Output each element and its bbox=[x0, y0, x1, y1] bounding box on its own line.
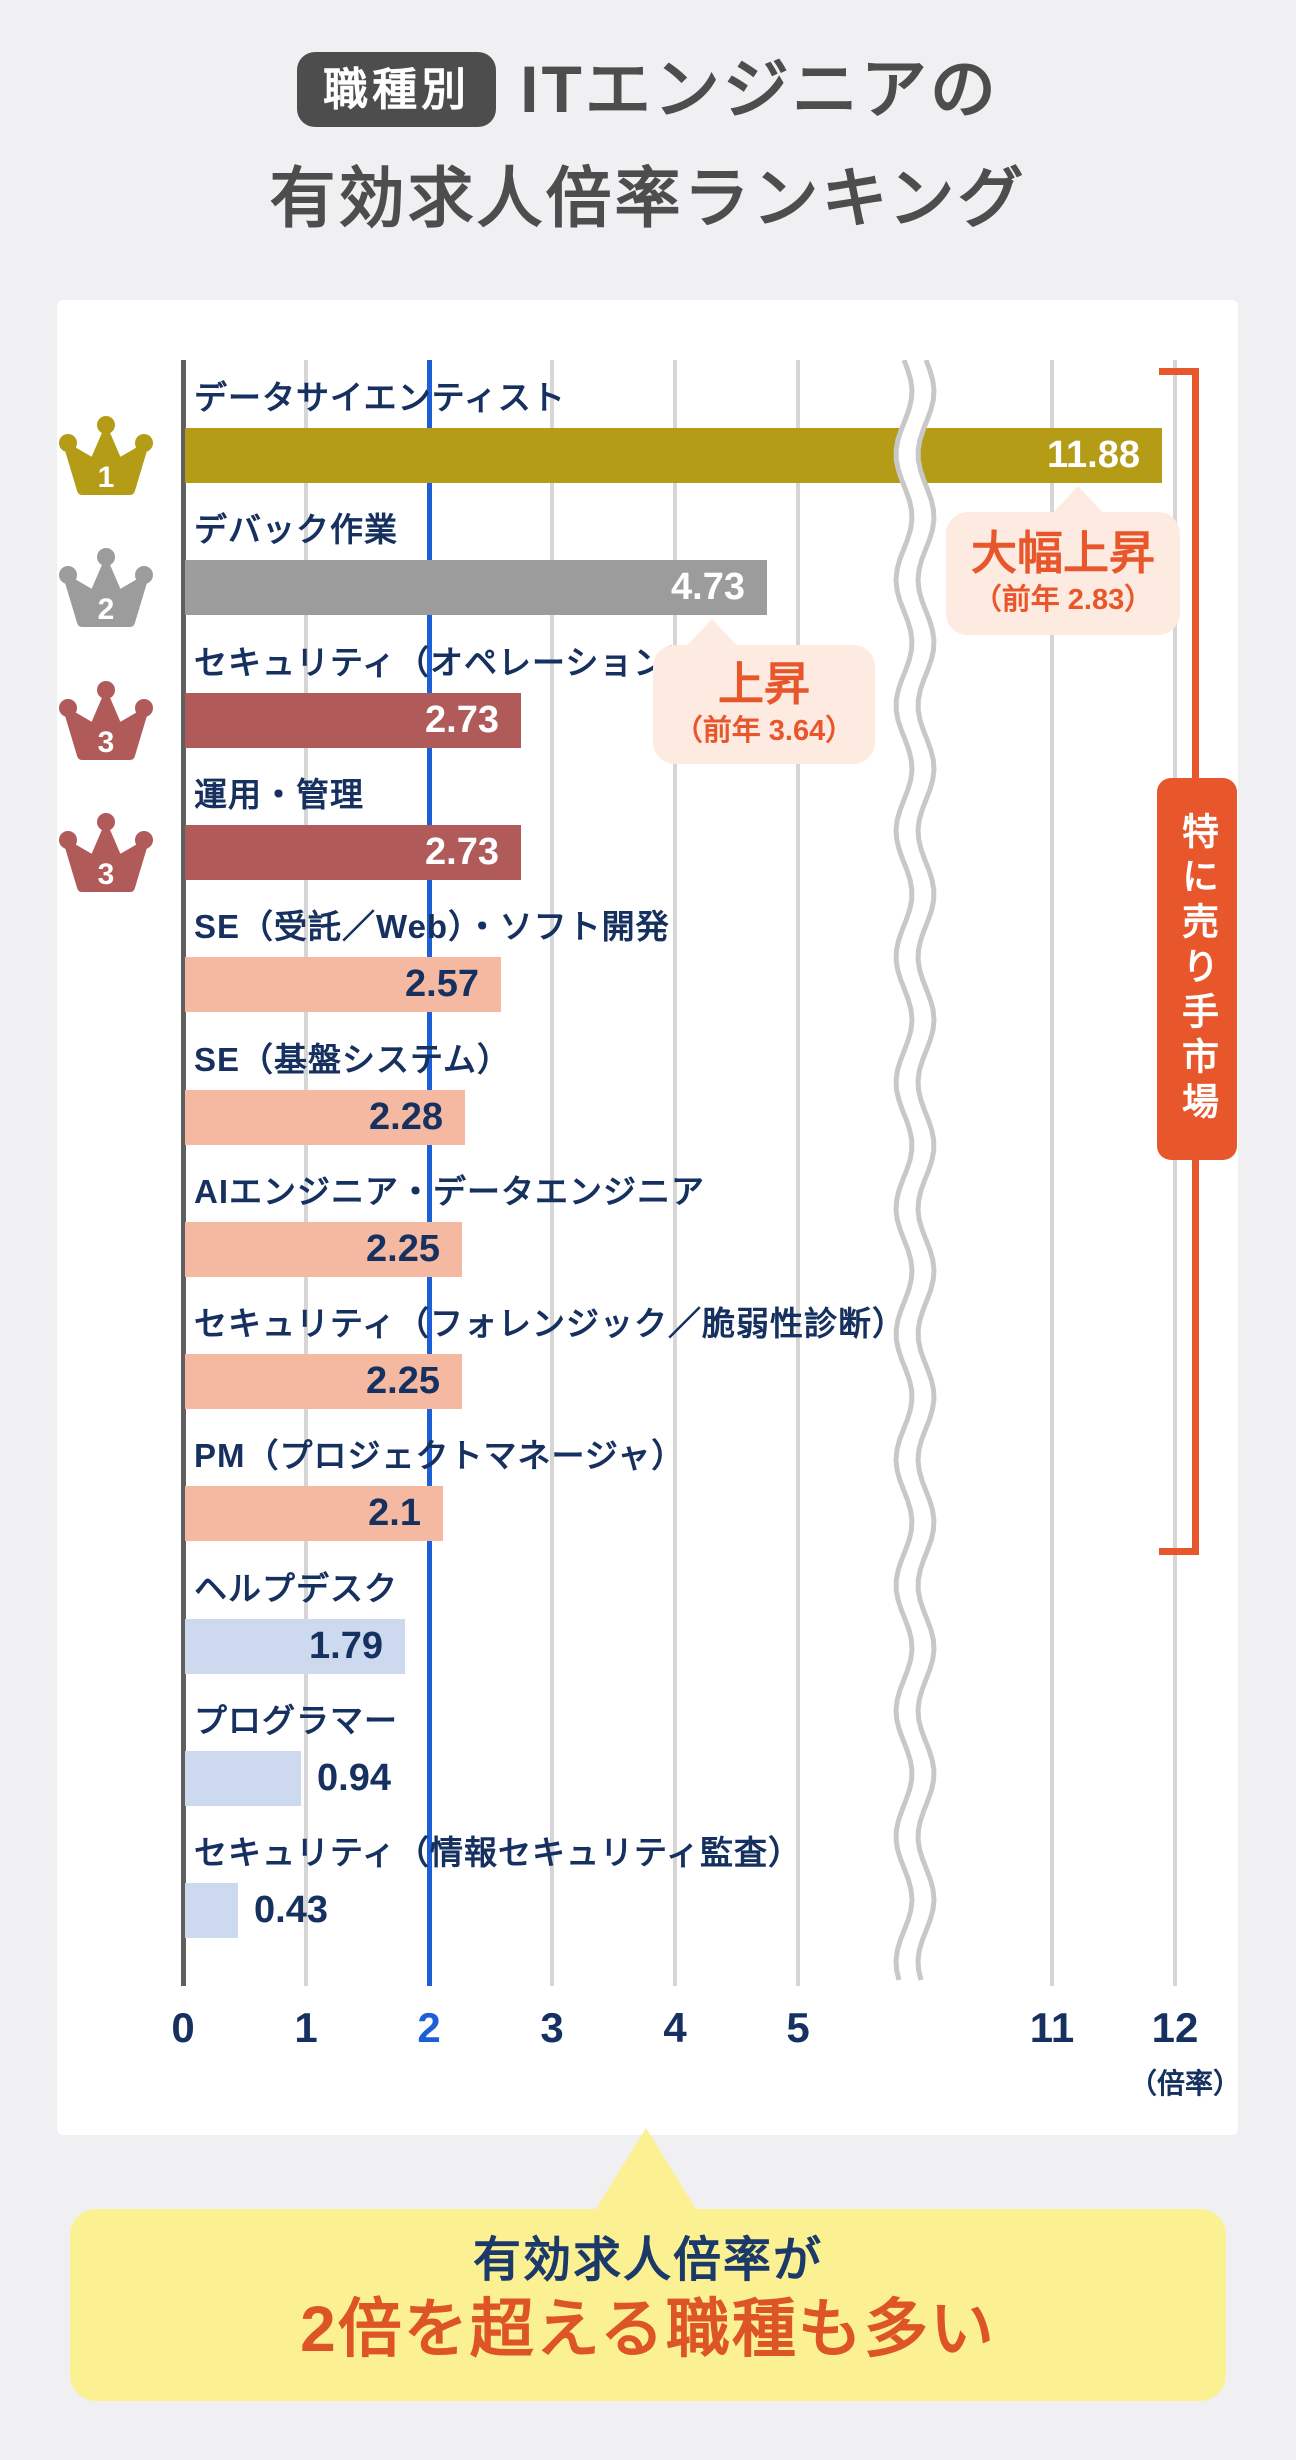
bottom-callout: 有効求人倍率が 2倍を超える職種も多い bbox=[70, 2209, 1226, 2401]
bar-label: SE（受託／Web）・ソフト開発 bbox=[194, 908, 670, 945]
callout-pointer-icon bbox=[594, 2128, 698, 2212]
reference-line bbox=[426, 360, 432, 1986]
bar-value: 2.73 bbox=[425, 699, 499, 741]
svg-text:3: 3 bbox=[98, 858, 115, 891]
x-tick-label: 0 bbox=[171, 2004, 195, 2051]
rank-crown-icon: 1 bbox=[54, 410, 158, 502]
rank-crown-icon: 2 bbox=[54, 542, 158, 634]
rank-crown-icon: 3 bbox=[54, 807, 158, 899]
callout-line1: 有効求人倍率が bbox=[472, 2234, 823, 2287]
bar bbox=[185, 1486, 443, 1541]
annotation-sub: （前年 2.83） bbox=[972, 583, 1154, 616]
bar bbox=[185, 1619, 405, 1674]
title-line2: 有効求人倍率ランキング bbox=[269, 161, 1027, 235]
bar-label: データサイエンティスト bbox=[194, 379, 566, 416]
bracket-top-arm bbox=[1159, 368, 1199, 375]
annotation-main: 上昇 bbox=[718, 658, 810, 710]
bar-value: 2.25 bbox=[366, 1228, 440, 1270]
svg-text:1: 1 bbox=[98, 461, 115, 494]
bar-value: 2.73 bbox=[425, 831, 499, 873]
bracket-label: 特に売り手市場 bbox=[1157, 778, 1237, 1160]
bar bbox=[185, 560, 767, 615]
bar-label: SE（基盤システム） bbox=[194, 1041, 512, 1078]
title-line1: ITエンジニアの bbox=[520, 52, 999, 127]
x-tick-label: 2 bbox=[417, 2004, 441, 2051]
bracket-label-text: 特に売り手市場 bbox=[1176, 811, 1218, 1127]
page-title: 職種別 ITエンジニアの bbox=[0, 52, 1296, 127]
bar-label: 運用・管理 bbox=[194, 776, 364, 813]
bar-label: セキュリティ（フォレンジック／脆弱性診断） bbox=[194, 1305, 907, 1342]
bar-label: ヘルプデスク bbox=[194, 1570, 398, 1607]
axis-break-icon bbox=[876, 359, 952, 1986]
x-tick-label: 5 bbox=[786, 2004, 810, 2051]
bar bbox=[185, 693, 521, 748]
bubble-pointer-up-icon bbox=[1052, 486, 1104, 514]
gridline bbox=[673, 360, 677, 1986]
x-axis-unit-label: （倍率） bbox=[1128, 2068, 1241, 2099]
bar-label: セキュリティ（オペレーション） bbox=[194, 644, 702, 681]
bar-label: デバック作業 bbox=[194, 511, 398, 548]
bar-value: 2.28 bbox=[369, 1096, 443, 1138]
svg-text:2: 2 bbox=[98, 593, 115, 626]
x-axis-line bbox=[180, 360, 186, 1986]
bar-value: 0.94 bbox=[317, 1757, 391, 1799]
bar-value: 11.88 bbox=[1047, 434, 1140, 476]
bar bbox=[185, 957, 501, 1012]
gridline bbox=[796, 360, 800, 1986]
x-tick-label: 1 bbox=[294, 2004, 318, 2051]
gridline bbox=[550, 360, 554, 1986]
x-tick-label: 12 bbox=[1151, 2004, 1199, 2051]
bar-label: PM（プロジェクトマネージャ） bbox=[194, 1437, 686, 1474]
bar-value: 1.79 bbox=[309, 1625, 383, 1667]
gridline bbox=[1173, 360, 1177, 1986]
bar-value: 2.25 bbox=[366, 1360, 440, 1402]
x-tick-label: 4 bbox=[663, 2004, 687, 2051]
bar-label: セキュリティ（情報セキュリティ監査） bbox=[194, 1834, 803, 1871]
bar-label: プログラマー bbox=[194, 1702, 398, 1739]
bar bbox=[185, 1222, 462, 1277]
annotation-main: 大幅上昇 bbox=[971, 527, 1155, 579]
annotation-bubble-rise: 上昇 （前年 3.64） bbox=[653, 619, 875, 765]
bar bbox=[185, 1354, 462, 1409]
gridline bbox=[1050, 360, 1054, 1986]
svg-text:3: 3 bbox=[98, 726, 115, 759]
bar-label: AIエンジニア・データエンジニア bbox=[194, 1173, 705, 1210]
rank-crown-icon: 3 bbox=[54, 675, 158, 767]
annotation-sub: （前年 3.64） bbox=[673, 714, 855, 747]
bar bbox=[185, 1751, 301, 1806]
bar-value: 0.43 bbox=[254, 1889, 328, 1931]
bubble-pointer-up-icon bbox=[686, 619, 738, 647]
gridline bbox=[304, 360, 308, 1986]
bar-value: 2.57 bbox=[405, 963, 479, 1005]
bar bbox=[185, 428, 1162, 483]
bar-value: 4.73 bbox=[671, 566, 745, 608]
bar bbox=[185, 825, 521, 880]
bar bbox=[185, 1883, 238, 1938]
x-tick-label: 3 bbox=[540, 2004, 564, 2051]
callout-line2: 2倍を超える職種も多い bbox=[300, 2292, 996, 2365]
bar-value: 2.1 bbox=[368, 1492, 421, 1534]
title-badge: 職種別 bbox=[297, 52, 497, 127]
x-tick-label: 11 bbox=[1029, 2004, 1075, 2051]
bracket-bottom-arm bbox=[1159, 1548, 1199, 1555]
bar bbox=[185, 1090, 465, 1145]
annotation-bubble-sharp-rise: 大幅上昇 （前年 2.83） bbox=[946, 486, 1180, 636]
